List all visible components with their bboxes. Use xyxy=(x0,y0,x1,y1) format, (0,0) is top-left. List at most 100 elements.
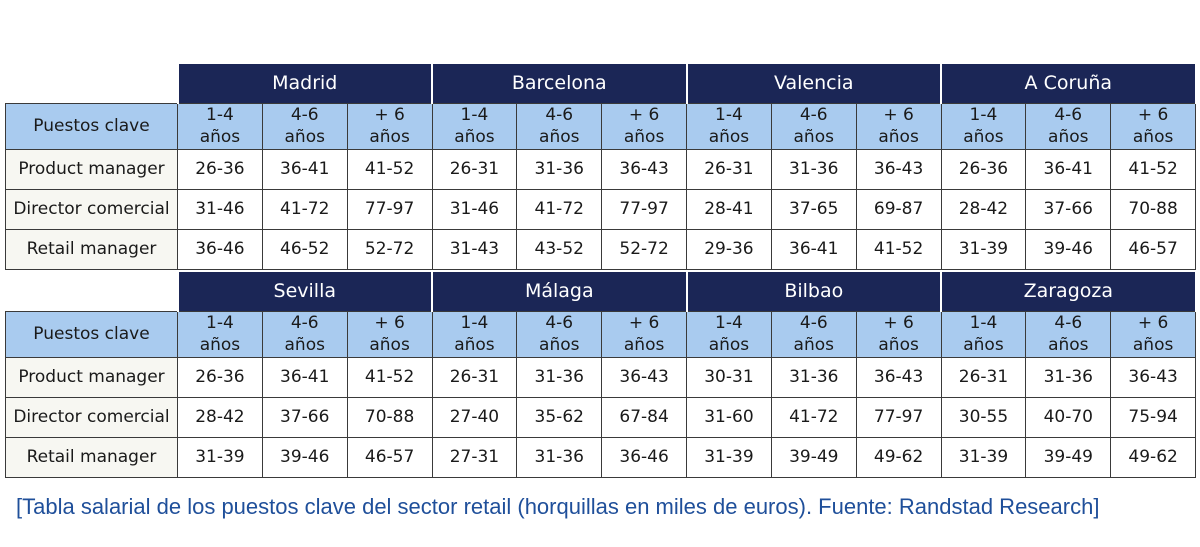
years-label: años xyxy=(369,335,410,355)
salary-range-cell: 36-41 xyxy=(261,356,348,398)
salary-range-cell: 39-49 xyxy=(770,436,857,478)
years-range-header: 4-6 años xyxy=(261,102,348,150)
salary-table-bottom: Sevilla Málaga Bilbao Zaragoza Puestos clave… xyxy=(5,272,1197,478)
range-label: + 6 xyxy=(883,105,914,125)
years-range-header: 1-4 años xyxy=(686,310,772,358)
range-label: + 6 xyxy=(628,313,660,333)
years-range-header: + 6 años xyxy=(1110,102,1197,150)
years-label: años xyxy=(454,127,495,147)
years-label: años xyxy=(539,335,580,355)
salary-range-cell: 26-36 xyxy=(177,356,263,398)
years-label: años xyxy=(793,335,834,355)
years-label: años xyxy=(1132,335,1174,355)
range-label: + 6 xyxy=(628,105,660,125)
years-range-header: 4-6 años xyxy=(516,310,603,358)
range-label: 4-6 xyxy=(545,105,574,125)
range-label: 4-6 xyxy=(290,313,319,333)
years-label: años xyxy=(284,335,325,355)
range-label: 1-4 xyxy=(206,105,234,125)
salary-range-cell: 35-62 xyxy=(516,396,603,438)
years-label: años xyxy=(708,127,750,147)
range-label: 4-6 xyxy=(1054,105,1083,125)
years-label: años xyxy=(878,335,919,355)
position-label: Product manager xyxy=(5,148,178,190)
salary-range-cell: 31-39 xyxy=(177,436,263,478)
salary-range-cell: 40-70 xyxy=(1025,396,1112,438)
salary-range-cell: 31-36 xyxy=(516,356,603,398)
salary-range-cell: 70-88 xyxy=(1110,188,1197,230)
salary-range-cell: 31-36 xyxy=(516,436,603,478)
salary-range-cell: 28-41 xyxy=(686,188,772,230)
salary-range-cell: 49-62 xyxy=(1110,436,1197,478)
salary-range-cell: 36-41 xyxy=(261,148,348,190)
years-range-header: + 6 años xyxy=(855,310,942,358)
city-header: Barcelona xyxy=(431,64,688,103)
salary-range-cell: 52-72 xyxy=(346,228,433,270)
salary-range-cell: 26-36 xyxy=(940,148,1027,190)
salary-range-cell: 39-46 xyxy=(261,436,348,478)
range-label: 1-4 xyxy=(460,105,489,125)
position-label: Retail manager xyxy=(5,436,178,478)
salary-range-cell: 36-43 xyxy=(855,356,942,398)
years-range-header: 4-6 años xyxy=(770,102,857,150)
range-label: + 6 xyxy=(374,105,405,125)
years-range-header: 1-4 años xyxy=(431,102,518,150)
years-range-header: + 6 años xyxy=(601,310,688,358)
salary-range-cell: 31-46 xyxy=(431,188,518,230)
salary-range-cell: 70-88 xyxy=(346,396,433,438)
years-range-header: + 6 años xyxy=(346,102,433,150)
salary-range-cell: 31-39 xyxy=(940,228,1027,270)
range-label: + 6 xyxy=(1137,313,1169,333)
years-label: años xyxy=(963,335,1004,355)
salary-range-cell: 37-66 xyxy=(1025,188,1112,230)
years-label: años xyxy=(1048,335,1089,355)
puestos-clave-header: Puestos clave xyxy=(5,310,178,358)
salary-range-cell: 36-46 xyxy=(177,228,263,270)
salary-range-cell: 77-97 xyxy=(601,188,687,230)
years-range-header: 4-6 años xyxy=(1025,310,1112,358)
years-label: años xyxy=(199,335,241,355)
salary-range-cell: 31-36 xyxy=(770,148,857,190)
salary-range-cell: 26-31 xyxy=(431,356,518,398)
city-header: Málaga xyxy=(431,272,688,311)
salary-range-cell: 27-31 xyxy=(431,436,518,478)
salary-range-cell: 46-52 xyxy=(261,228,348,270)
salary-range-cell: 31-39 xyxy=(940,436,1027,478)
salary-range-cell: 36-41 xyxy=(1025,148,1112,190)
years-label: años xyxy=(284,127,325,147)
range-label: 4-6 xyxy=(290,105,319,125)
table-row: Director comercial 31-46 41-72 77-97 31-46 41… xyxy=(5,188,1197,230)
city-header: A Coruña xyxy=(940,64,1197,103)
city-header-row: Sevilla Málaga Bilbao Zaragoza xyxy=(5,272,1197,311)
city-header: Zaragoza xyxy=(940,272,1197,311)
years-label: años xyxy=(793,127,834,147)
years-range-header: 1-4 años xyxy=(686,102,772,150)
years-range-header: 4-6 años xyxy=(516,102,603,150)
years-label: años xyxy=(623,335,665,355)
city-header-row: Madrid Barcelona Valencia A Coruña xyxy=(5,64,1197,103)
salary-range-cell: 36-41 xyxy=(770,228,857,270)
years-label: años xyxy=(708,335,750,355)
salary-range-cell: 30-31 xyxy=(686,356,772,398)
years-range-header: 4-6 años xyxy=(1025,102,1112,150)
salary-range-cell: 29-36 xyxy=(686,228,772,270)
years-label: años xyxy=(878,127,919,147)
range-label: + 6 xyxy=(374,313,405,333)
salary-range-cell: 69-87 xyxy=(855,188,942,230)
salary-range-cell: 77-97 xyxy=(346,188,433,230)
years-range-header: 1-4 años xyxy=(940,310,1027,358)
years-range-header: 1-4 años xyxy=(940,102,1027,150)
salary-range-cell: 26-36 xyxy=(177,148,263,190)
salary-range-cell: 26-31 xyxy=(431,148,518,190)
salary-range-cell: 28-42 xyxy=(177,396,263,438)
years-range-header: 4-6 años xyxy=(770,310,857,358)
city-header: Bilbao xyxy=(685,272,943,311)
range-label: 1-4 xyxy=(715,313,743,333)
table-row: Retail manager 31-39 39-46 46-57 27-31 31-36 3… xyxy=(5,436,1197,478)
salary-range-cell: 36-43 xyxy=(601,356,688,398)
range-label: 1-4 xyxy=(969,105,998,125)
salary-range-cell: 39-49 xyxy=(1025,436,1112,478)
years-range-header: 1-4 años xyxy=(177,310,263,358)
salary-range-cell: 36-46 xyxy=(601,436,688,478)
